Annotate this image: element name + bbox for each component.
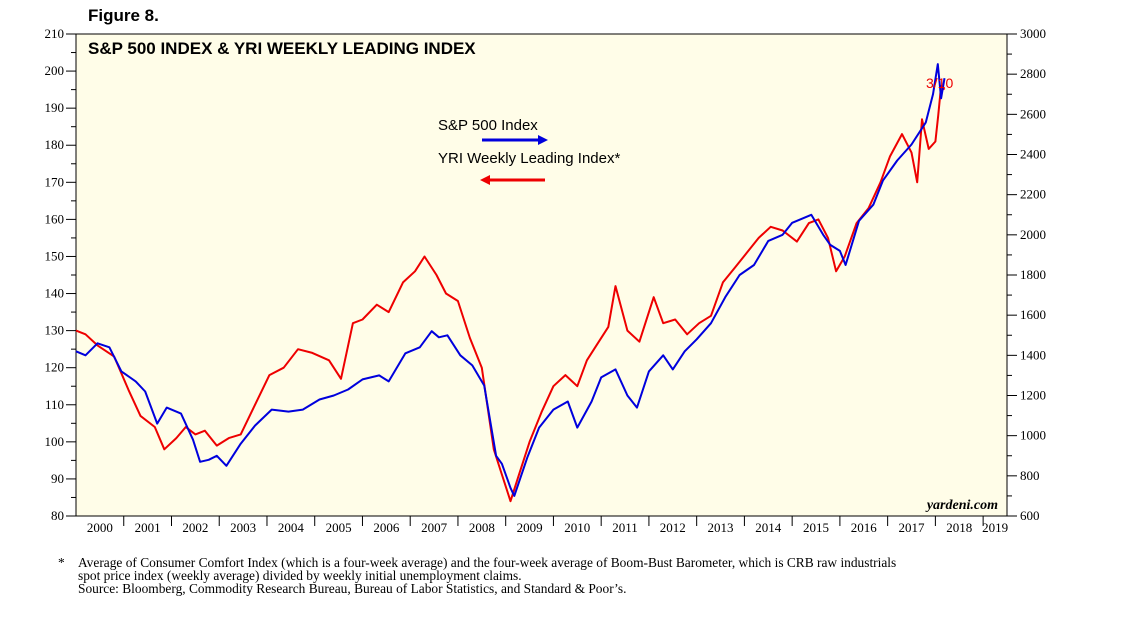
series-layer xyxy=(75,63,946,503)
right-axis-tick-label: 2600 xyxy=(1020,106,1046,121)
x-axis-tick-label: 2008 xyxy=(469,520,495,535)
legend-arrowhead-yri xyxy=(480,175,490,185)
left-axis-tick-label: 140 xyxy=(45,286,65,301)
legend-label-sp500: S&P 500 Index xyxy=(438,117,538,134)
watermark: yardeni.com xyxy=(925,498,998,513)
end-date-label: 3/10 xyxy=(926,75,953,91)
left-axis-tick-label: 130 xyxy=(45,323,65,338)
right-axis-tick-label: 1600 xyxy=(1020,307,1046,322)
x-axis-tick-label: 2004 xyxy=(278,520,305,535)
left-axis-tick-label: 80 xyxy=(51,508,64,523)
footnote-text-2: spot price index (weekly average) divide… xyxy=(78,568,522,583)
x-axis: 2000 2001 2002 2003 2004 2005 2006 2007 2008 2009… xyxy=(87,516,1008,535)
right-axis-tick-label: 2800 xyxy=(1020,66,1046,81)
footnote-line-2: spot price index (weekly average) divide… xyxy=(58,569,1058,582)
chart-title: S&P 500 INDEX & YRI WEEKLY LEADING INDEX xyxy=(88,39,476,58)
x-axis-tick-label: 2009 xyxy=(517,520,543,535)
left-axis: 80 90 100 110 120 130 140 150 160 170 180 190 200 210 xyxy=(45,26,76,523)
left-axis-tick-label: 150 xyxy=(45,248,65,263)
right-axis-tick-label: 2000 xyxy=(1020,227,1046,242)
x-axis-tick-label: 2003 xyxy=(230,520,256,535)
left-axis-tick-label: 110 xyxy=(45,397,64,412)
left-axis-tick-label: 200 xyxy=(45,63,65,78)
x-axis-tick-label: 2005 xyxy=(326,520,352,535)
legend-label-yri: YRI Weekly Leading Index* xyxy=(438,150,620,167)
right-axis-tick-label: 2200 xyxy=(1020,187,1046,202)
left-axis-tick-label: 100 xyxy=(45,434,65,449)
x-axis-tick-label: 2011 xyxy=(612,520,638,535)
x-axis-tick-label: 2018 xyxy=(946,520,972,535)
footnote-line-3: Source: Bloomberg, Commodity Research Bu… xyxy=(58,582,1058,595)
x-axis-tick-label: 2010 xyxy=(564,520,590,535)
x-axis-tick-label: 2006 xyxy=(373,520,400,535)
left-axis-tick-label: 190 xyxy=(45,100,65,115)
x-axis-tick-label: 2013 xyxy=(708,520,734,535)
figure-label: Figure 8. xyxy=(88,6,159,25)
x-axis-tick-label: 2015 xyxy=(803,520,829,535)
x-axis-tick-label: 2017 xyxy=(899,520,926,535)
x-axis-tick-label: 2014 xyxy=(755,520,782,535)
x-axis-tick-label: 2012 xyxy=(660,520,686,535)
left-axis-tick-label: 210 xyxy=(45,26,65,41)
left-axis-tick-label: 120 xyxy=(45,360,65,375)
right-axis-tick-label: 2400 xyxy=(1020,147,1046,162)
x-axis-tick-label: 2002 xyxy=(182,520,208,535)
x-axis-tick-label: 2001 xyxy=(135,520,161,535)
legend-arrowhead-sp500 xyxy=(538,135,548,145)
right-axis-tick-label: 600 xyxy=(1020,508,1040,523)
footnote-text-3: Source: Bloomberg, Commodity Research Bu… xyxy=(78,581,627,596)
left-axis-tick-label: 170 xyxy=(45,174,65,189)
footnote-marker: * xyxy=(58,555,65,570)
footnote-line-1: * Average of Consumer Comfort Index (whi… xyxy=(58,556,1058,569)
right-axis-tick-label: 1200 xyxy=(1020,388,1046,403)
right-axis-tick-label: 1400 xyxy=(1020,347,1046,362)
left-axis-tick-label: 180 xyxy=(45,137,65,152)
legend: S&P 500 Index YRI Weekly Leading Index* xyxy=(438,117,620,185)
right-axis-tick-label: 800 xyxy=(1020,468,1040,483)
right-axis: 600 800 1000 1200 1400 1600 1800 2000 2200 2400 26… xyxy=(1007,26,1046,523)
right-axis-tick-label: 1000 xyxy=(1020,428,1046,443)
right-axis-tick-label: 3000 xyxy=(1020,26,1046,41)
right-axis-tick-label: 1800 xyxy=(1020,267,1046,282)
left-axis-tick-label: 160 xyxy=(45,211,65,226)
x-axis-tick-label: 2000 xyxy=(87,520,113,535)
footnote-text-1: Average of Consumer Comfort Index (which… xyxy=(78,555,897,570)
sp500-line xyxy=(75,63,946,497)
x-axis-tick-label: 2007 xyxy=(421,520,448,535)
left-axis-tick-label: 90 xyxy=(51,471,64,486)
x-axis-tick-label: 2016 xyxy=(851,520,878,535)
footnote: * Average of Consumer Comfort Index (whi… xyxy=(58,556,1058,595)
x-axis-tick-label: 2019 xyxy=(982,520,1008,535)
